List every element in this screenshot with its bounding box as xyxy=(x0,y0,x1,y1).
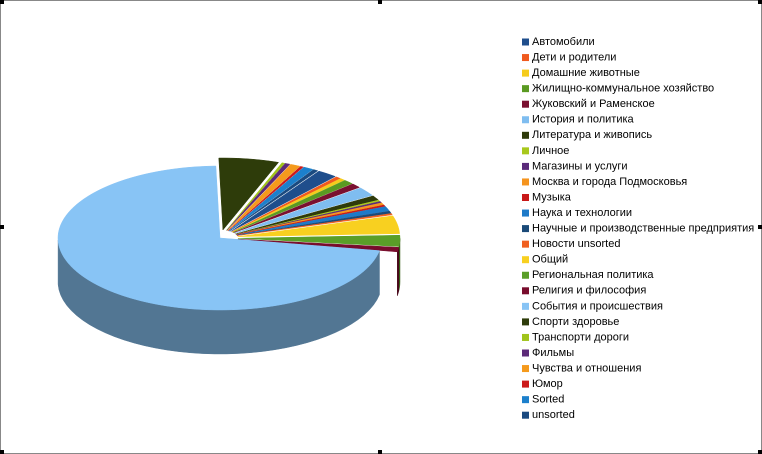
handle xyxy=(758,0,762,4)
slice xyxy=(231,176,341,233)
legend-label: Фильмы xyxy=(532,347,574,359)
handle xyxy=(378,450,382,454)
legend-marker xyxy=(522,333,529,341)
legend-label: Личное xyxy=(532,145,569,157)
legend-marker xyxy=(522,271,529,279)
handle xyxy=(758,450,762,454)
legend-marker xyxy=(522,209,529,217)
legend-label: Новости unsorted xyxy=(532,238,620,250)
legend-label: Научные и производственные предприятия xyxy=(532,223,754,235)
legend-label: Музыка xyxy=(532,191,572,203)
slice xyxy=(232,180,353,233)
legend-marker xyxy=(522,318,529,326)
slice xyxy=(235,195,379,235)
handle xyxy=(0,225,4,229)
slice xyxy=(229,169,319,232)
slice xyxy=(236,206,390,236)
legend-marker xyxy=(522,287,529,295)
handle xyxy=(0,450,4,454)
slice xyxy=(226,162,286,231)
slice xyxy=(228,166,304,231)
legend-marker xyxy=(522,69,529,77)
slice xyxy=(237,213,393,236)
legend-label: Религия и философия xyxy=(532,285,646,297)
legend-marker xyxy=(522,240,529,248)
legend-label: Москва и города Подмосковья xyxy=(532,176,687,188)
legend-label: Жилищно-коммунальное хозяйство xyxy=(532,83,714,95)
legend-marker xyxy=(522,162,529,170)
legend-label: Автомобили xyxy=(532,36,595,48)
legend-label: Жуковский и Раменское xyxy=(532,98,655,110)
slice-side xyxy=(397,247,400,296)
legend-label: Дети и родители xyxy=(532,51,616,63)
legend-marker xyxy=(522,38,529,46)
legend-label: Общий xyxy=(532,254,568,266)
slice xyxy=(57,165,380,311)
slice xyxy=(218,157,280,231)
legend-marker xyxy=(522,349,529,357)
legend-label: Спорти здоровье xyxy=(532,316,619,328)
legend-marker xyxy=(522,116,529,124)
legend-label: Наука и технологии xyxy=(532,207,632,219)
legend-marker xyxy=(522,131,529,139)
legend-label: unsorted xyxy=(532,409,575,421)
slice xyxy=(233,183,361,233)
legend-marker xyxy=(522,178,529,186)
handle xyxy=(0,0,4,4)
legend-marker xyxy=(522,365,529,373)
legend-label: Sorted xyxy=(532,394,564,406)
slice xyxy=(234,187,373,234)
legend-marker xyxy=(522,85,529,93)
legend-marker xyxy=(522,225,529,233)
legend-marker xyxy=(522,411,529,419)
legend-label: Региональная политика xyxy=(532,269,654,281)
handle xyxy=(378,0,382,4)
legend-marker xyxy=(522,396,529,404)
legend-marker xyxy=(522,256,529,264)
legend-label: Транспорти дороги xyxy=(532,331,629,343)
legend-label: История и политика xyxy=(532,114,635,126)
legend-marker xyxy=(522,147,529,155)
legend-label: Магазины и услуги xyxy=(532,160,628,172)
legend-label: Чувства и отношения xyxy=(532,362,641,374)
slice xyxy=(237,238,400,253)
legend-label: Литература и живопись xyxy=(532,129,652,141)
legend-marker xyxy=(522,100,529,108)
legend-marker xyxy=(522,380,529,388)
slice xyxy=(228,166,314,232)
legend-marker xyxy=(522,194,529,201)
slice xyxy=(227,164,301,231)
legend-marker xyxy=(522,302,529,310)
legend-label: Домашние животные xyxy=(532,67,640,79)
legend-label: Юмор xyxy=(532,378,563,390)
legend-marker xyxy=(522,54,529,62)
slice xyxy=(226,163,291,231)
slice xyxy=(230,170,336,232)
slice xyxy=(237,215,400,237)
slice xyxy=(237,234,401,247)
handle xyxy=(758,225,762,229)
slice xyxy=(232,178,345,233)
legend-label: События и происшествия xyxy=(532,300,663,312)
slice xyxy=(236,204,386,235)
